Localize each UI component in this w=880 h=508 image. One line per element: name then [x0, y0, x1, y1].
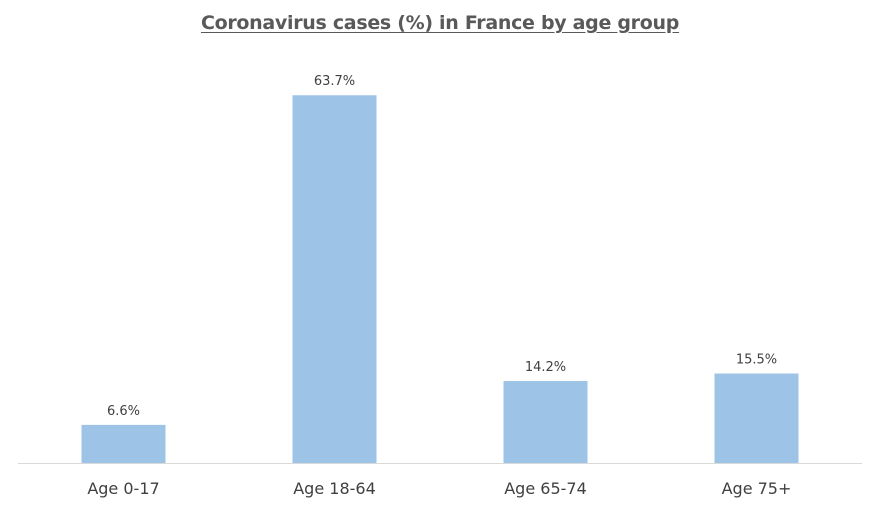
bars-group: [81, 95, 799, 464]
bar-0: [81, 424, 166, 463]
data-labels-group: 6.6% 63.7% 14.2% 15.5%: [107, 74, 777, 419]
chart-title: Coronavirus cases (%) in France by age g…: [200, 12, 680, 34]
data-label-2: 14.2%: [525, 360, 566, 375]
x-tick-label-1: Age 18-64: [293, 479, 376, 498]
x-tick-labels-group: Age 0-17 Age 18-64 Age 65-74 Age 75+: [87, 479, 791, 498]
data-label-1: 63.7%: [314, 74, 355, 89]
data-label-0: 6.6%: [107, 404, 140, 419]
x-tick-label-3: Age 75+: [722, 479, 792, 498]
data-label-3: 15.5%: [736, 353, 777, 368]
bar-1: [292, 95, 377, 464]
x-tick-label-0: Age 0-17: [87, 479, 159, 498]
bar-2: [503, 381, 588, 463]
x-tick-label-2: Age 65-74: [504, 479, 587, 498]
bar-3: [714, 373, 799, 463]
